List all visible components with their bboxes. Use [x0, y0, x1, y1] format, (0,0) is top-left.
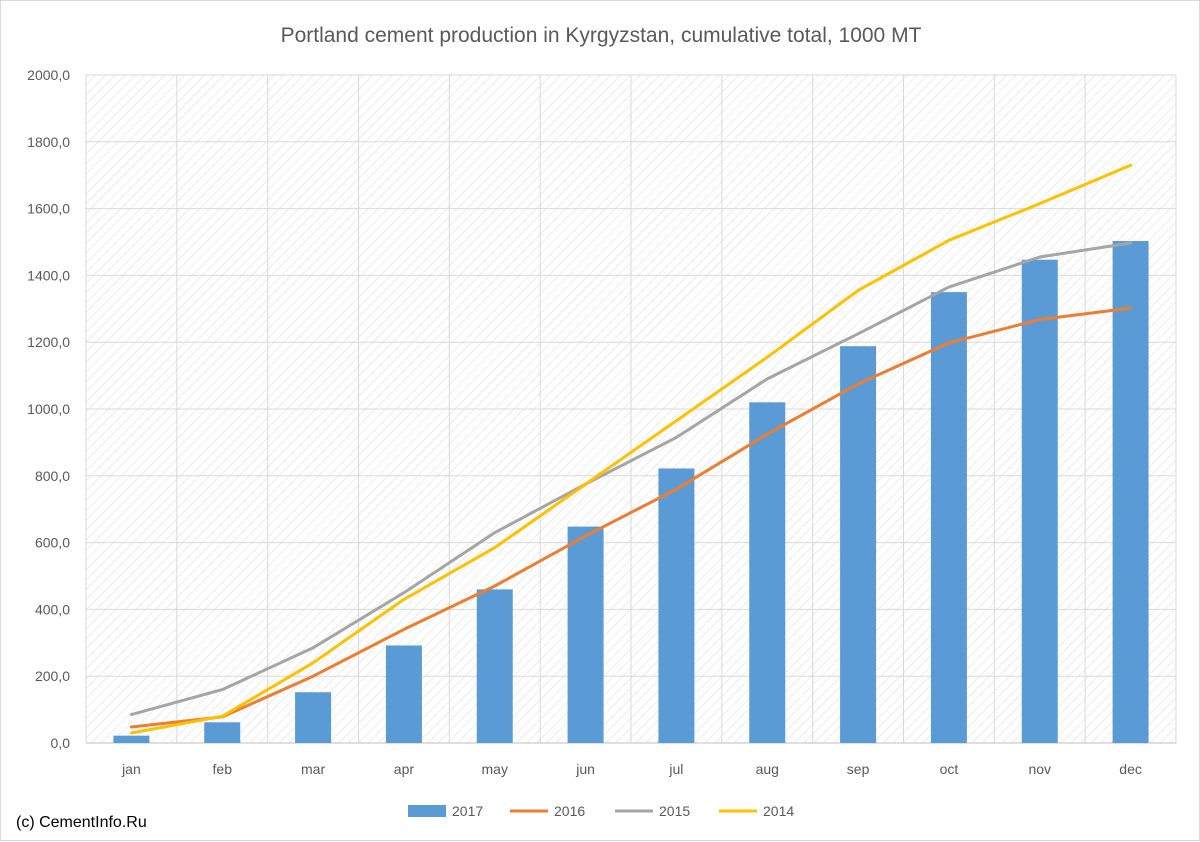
y-tick-label: 2000,0: [27, 67, 70, 83]
legend-label-2017: 2017: [452, 803, 483, 819]
line-series: [129, 163, 1133, 735]
bar-2017-dec: [1112, 240, 1149, 744]
x-tick-label: jul: [668, 761, 683, 777]
y-tick-label: 1600,0: [27, 201, 70, 217]
bar-2017-nov: [1021, 259, 1058, 743]
legend-label-2014: 2014: [763, 803, 794, 819]
y-tick-label: 1400,0: [27, 267, 70, 283]
y-tick-label: 400,0: [35, 601, 70, 617]
x-tick-label: jan: [121, 761, 141, 777]
bar-2017-jan: [113, 735, 150, 743]
legend-label-2016: 2016: [554, 803, 585, 819]
bar-2017-oct: [930, 292, 967, 743]
bar-2017-aug: [749, 402, 786, 743]
y-tick-label: 1200,0: [27, 334, 70, 350]
x-tick-label: apr: [394, 761, 415, 777]
bar-series: [113, 240, 1149, 744]
bar-2017-apr: [385, 645, 422, 743]
y-tick-label: 200,0: [35, 668, 70, 684]
x-tick-label: jun: [575, 761, 595, 777]
x-tick-label: mar: [301, 761, 325, 777]
y-tick-label: 1800,0: [27, 134, 70, 150]
legend-swatch-2017: [408, 805, 446, 817]
x-tick-label: oct: [940, 761, 959, 777]
y-axis: 0,0 200,0 400,0 600,0 800,0 1000,0 1200,0 1400,…: [27, 67, 70, 751]
bar-2017-sep: [840, 346, 877, 743]
legend-label-2015: 2015: [659, 803, 690, 819]
legend: 2017 2016 2015 2014: [408, 803, 794, 819]
x-axis: jan feb mar apr may jun jul aug sep oct nov dec: [121, 761, 1142, 777]
y-tick-label: 0,0: [51, 735, 71, 751]
bar-2017-mar: [295, 692, 332, 743]
chart-title: Portland cement production in Kyrgyzstan…: [281, 24, 922, 47]
x-tick-label: feb: [213, 761, 233, 777]
y-tick-label: 1000,0: [27, 401, 70, 417]
y-tick-label: 600,0: [35, 535, 70, 551]
y-tick-label: 800,0: [35, 468, 70, 484]
x-tick-label: aug: [756, 761, 779, 777]
gridlines: [85, 74, 1177, 744]
x-tick-label: nov: [1028, 761, 1051, 777]
x-tick-label: dec: [1119, 761, 1142, 777]
source-note: (c) CementInfo.Ru: [16, 814, 147, 831]
line-2015: [129, 241, 1133, 717]
bar-2017-jun: [567, 526, 604, 743]
x-tick-label: sep: [847, 761, 870, 777]
x-tick-label: may: [482, 761, 508, 777]
line-2016: [129, 306, 1133, 729]
line-2014: [129, 163, 1133, 735]
bar-2017-feb: [204, 722, 241, 743]
bar-2017-may: [476, 589, 513, 743]
bar-2017-jul: [658, 468, 695, 743]
